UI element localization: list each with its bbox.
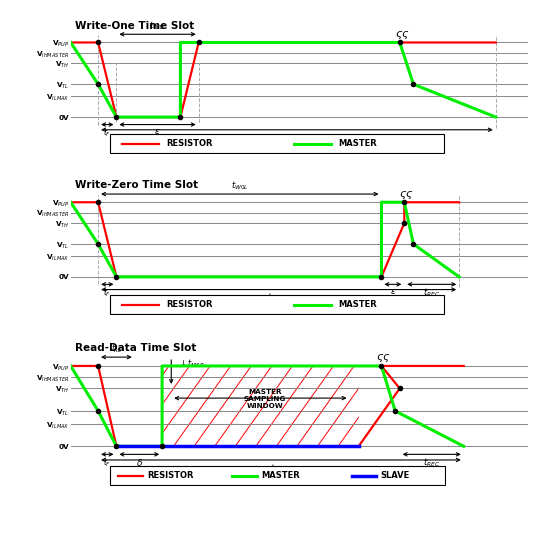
Text: $t_F$: $t_F$ — [103, 127, 112, 139]
Text: $t_{SLOT}$: $t_{SLOT}$ — [268, 292, 290, 304]
Text: $t_{REC}$: $t_{REC}$ — [423, 287, 440, 299]
Text: RESISTOR: RESISTOR — [147, 471, 194, 480]
Text: MASTER: MASTER — [262, 471, 300, 480]
Text: $\downarrow t_{MSR}$: $\downarrow t_{MSR}$ — [178, 357, 205, 370]
Text: MASTER
SAMPLING
WINDOW: MASTER SAMPLING WINDOW — [244, 388, 286, 408]
Text: Read-Data Time Slot: Read-Data Time Slot — [75, 343, 197, 353]
Text: $\varepsilon$: $\varepsilon$ — [390, 287, 396, 295]
Text: $t_{REC}$: $t_{REC}$ — [423, 457, 440, 469]
Text: Write-One Time Slot: Write-One Time Slot — [75, 20, 195, 30]
Text: Write-Zero Time Slot: Write-Zero Time Slot — [75, 180, 199, 190]
FancyBboxPatch shape — [110, 295, 444, 314]
Text: RESISTOR: RESISTOR — [166, 300, 213, 309]
Text: $t_{SLOT}$: $t_{SLOT}$ — [286, 132, 308, 144]
Text: MASTER: MASTER — [338, 139, 377, 148]
Text: MASTER: MASTER — [338, 300, 377, 309]
Text: $\mathit{\varsigma\varsigma}$: $\mathit{\varsigma\varsigma}$ — [399, 189, 414, 201]
Text: SLAVE: SLAVE — [381, 471, 410, 480]
Text: $t_{W0L}$: $t_{W0L}$ — [231, 180, 249, 192]
FancyBboxPatch shape — [110, 466, 445, 485]
Text: $t_{SLOT}$: $t_{SLOT}$ — [270, 462, 292, 475]
Text: $t_{RL}$: $t_{RL}$ — [111, 343, 122, 355]
Text: $t_F$: $t_F$ — [103, 457, 112, 469]
FancyBboxPatch shape — [110, 134, 444, 153]
Text: $t_F$: $t_F$ — [103, 287, 112, 299]
Text: $\varepsilon$: $\varepsilon$ — [154, 127, 161, 136]
Text: $\delta$: $\delta$ — [135, 457, 143, 468]
Text: RESISTOR: RESISTOR — [166, 139, 213, 148]
Text: $\mathit{\varsigma\varsigma}$: $\mathit{\varsigma\varsigma}$ — [394, 29, 410, 41]
Text: $t_{W1L}$: $t_{W1L}$ — [149, 20, 166, 33]
Text: $\mathit{\varsigma\varsigma}$: $\mathit{\varsigma\varsigma}$ — [376, 352, 391, 364]
